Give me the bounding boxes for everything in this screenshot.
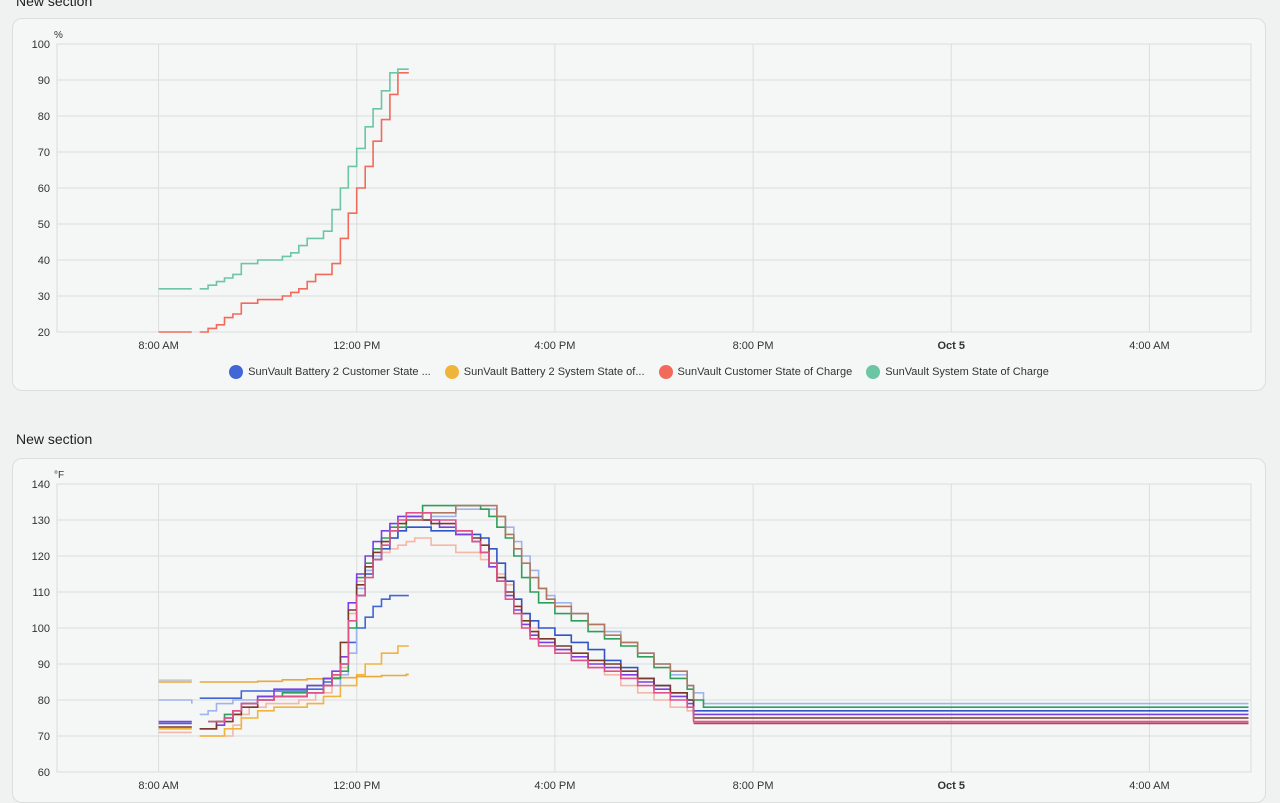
y-tick-label: 70 <box>38 731 50 743</box>
series-line[interactable] <box>406 504 695 700</box>
series-line[interactable] <box>158 537 1249 737</box>
x-tick-label: 8:00 PM <box>733 340 774 352</box>
legend-label: SunVault Battery 2 System State of... <box>463 366 645 378</box>
y-tick-label: 100 <box>32 623 50 635</box>
series-line[interactable] <box>158 645 409 737</box>
series-line[interactable] <box>208 512 1249 723</box>
y-tick-label: 20 <box>38 327 50 339</box>
y-axis-unit: °F <box>54 470 64 481</box>
y-tick-label: 60 <box>38 183 50 195</box>
section-title: New section <box>16 0 93 9</box>
x-tick-label: 4:00 AM <box>1129 780 1169 792</box>
series-line[interactable] <box>158 508 1249 716</box>
x-tick-label: 12:00 PM <box>333 780 380 792</box>
x-tick-label: Oct 5 <box>938 780 966 792</box>
legend-item[interactable]: SunVault Customer State of Charge <box>658 365 853 379</box>
y-tick-label: 140 <box>32 479 50 491</box>
y-tick-label: 90 <box>38 75 50 87</box>
x-tick-label: 4:00 AM <box>1129 340 1169 352</box>
y-tick-label: 90 <box>38 659 50 671</box>
series-line[interactable] <box>158 72 409 333</box>
section-title: New section <box>16 431 93 447</box>
legend-swatch <box>229 365 244 379</box>
y-tick-label: 110 <box>32 587 50 599</box>
legend-swatch <box>866 365 881 379</box>
y-tick-label: 100 <box>32 39 50 51</box>
series-line[interactable] <box>158 68 409 290</box>
legend-swatch <box>444 365 459 379</box>
battery-charge-chart[interactable]: 20 30 40 50 60 70 80 90 100 8:00 AM 12:00 PM 4:00 P… <box>13 19 1266 354</box>
legend-item[interactable]: SunVault System State of Charge <box>866 365 1049 379</box>
chart-card: 60 70 80 90 100 110 120 130 140 8:00 AM 12:00 PM 4:… <box>12 458 1266 803</box>
y-tick-label: 70 <box>38 147 50 159</box>
y-tick-label: 80 <box>38 695 50 707</box>
x-tick-label: 8:00 AM <box>138 780 178 792</box>
series-line[interactable] <box>158 673 409 683</box>
y-tick-label: 60 <box>38 767 50 779</box>
legend-item[interactable]: SunVault Battery 2 Customer State ... <box>229 365 431 379</box>
x-tick-label: 4:00 PM <box>534 340 575 352</box>
y-axis-unit: % <box>54 30 63 41</box>
series-line[interactable] <box>208 504 1249 723</box>
series-line[interactable] <box>356 526 1249 712</box>
legend-label: SunVault Battery 2 Customer State ... <box>248 366 431 378</box>
y-tick-label: 130 <box>32 515 50 527</box>
x-tick-label: 4:00 PM <box>534 780 575 792</box>
y-tick-label: 120 <box>32 551 50 563</box>
y-tick-label: 30 <box>38 291 50 303</box>
x-tick-label: 8:00 AM <box>138 340 178 352</box>
legend-swatch <box>658 365 673 379</box>
y-tick-label: 80 <box>38 111 50 123</box>
chart-card: 20 30 40 50 60 70 80 90 100 8:00 AM 12:00 PM 4:00 P… <box>12 18 1266 391</box>
y-tick-label: 50 <box>38 219 50 231</box>
y-tick-label: 40 <box>38 255 50 267</box>
temperature-chart[interactable]: 60 70 80 90 100 110 120 130 140 8:00 AM 12:00 PM 4:… <box>13 459 1266 794</box>
legend-label: SunVault Customer State of Charge <box>677 366 853 378</box>
x-tick-label: 12:00 PM <box>333 340 380 352</box>
x-tick-label: Oct 5 <box>938 340 966 352</box>
chart-legend: SunVault Battery 2 Customer State ... Sun… <box>13 365 1265 379</box>
legend-item[interactable]: SunVault Battery 2 System State of... <box>444 365 645 379</box>
x-tick-label: 8:00 PM <box>733 780 774 792</box>
legend-label: SunVault System State of Charge <box>885 366 1049 378</box>
